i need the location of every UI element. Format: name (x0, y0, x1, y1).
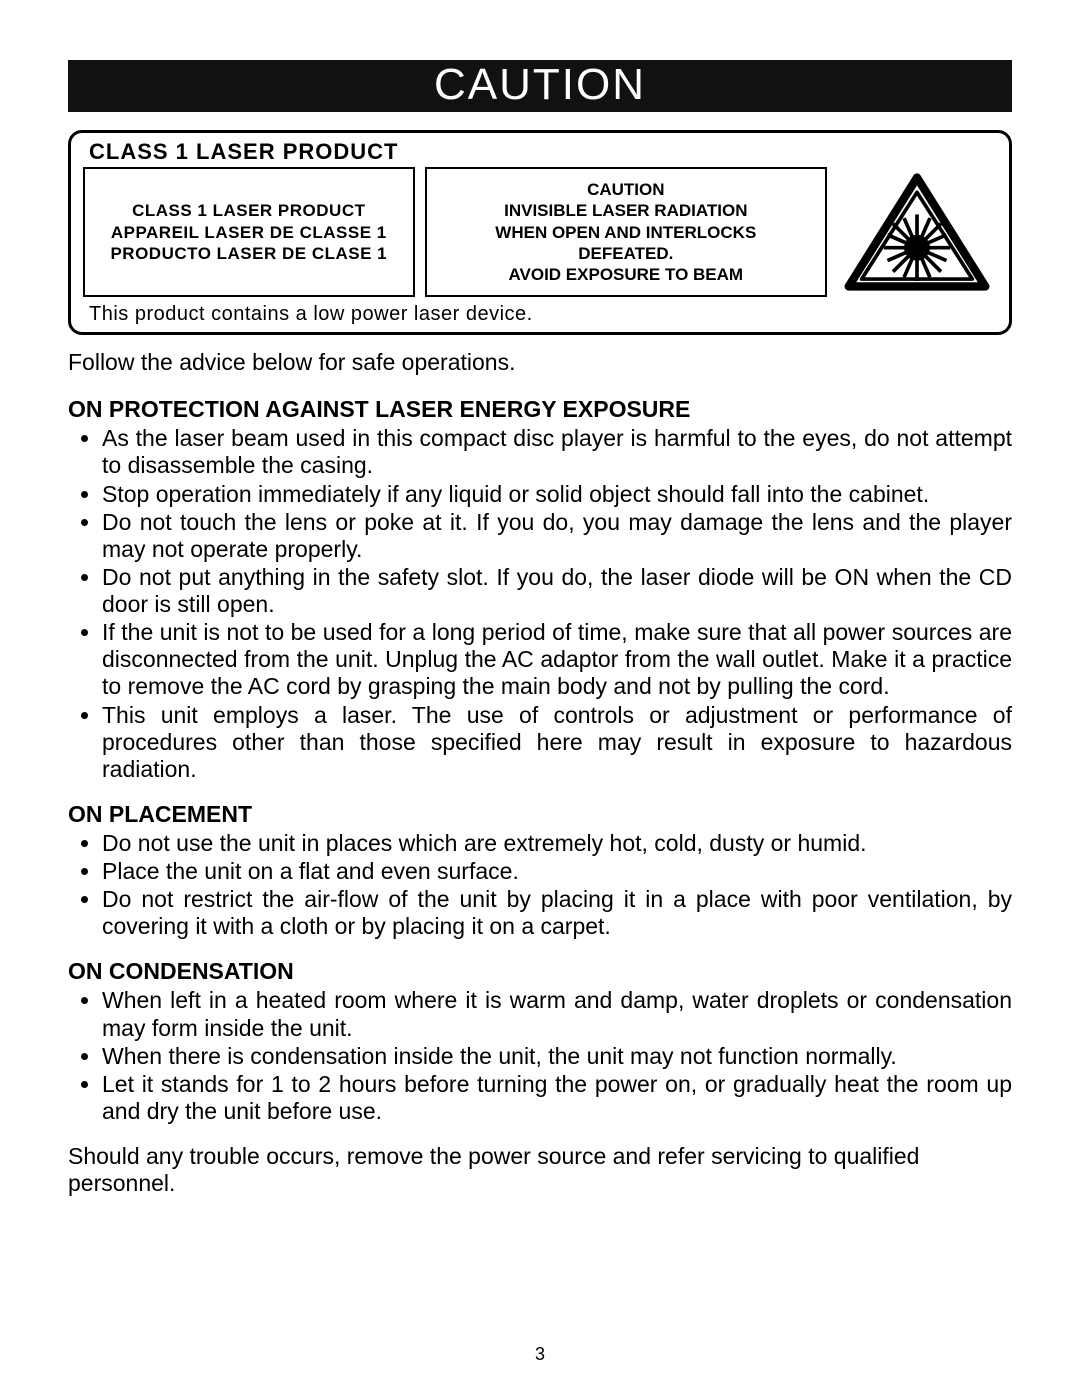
laser-label-mid: CAUTION INVISIBLE LASER RADIATION WHEN O… (425, 167, 827, 297)
list-item: Do not put anything in the safety slot. … (102, 564, 1012, 618)
sections: ON PROTECTION AGAINST LASER ENERGY EXPOS… (68, 396, 1012, 1125)
page-number: 3 (0, 1344, 1080, 1365)
list-item: Let it stands for 1 to 2 hours before tu… (102, 1071, 1012, 1125)
closing-text: Should any trouble occurs, remove the po… (68, 1143, 1012, 1197)
laser-label-row: CLASS 1 LASER PRODUCT APPAREIL LASER DE … (83, 167, 997, 297)
bullet-list: As the laser beam used in this compact d… (68, 425, 1012, 783)
list-item: This unit employs a laser. The use of co… (102, 702, 1012, 783)
page: CAUTION CLASS 1 LASER PRODUCT CLASS 1 LA… (0, 0, 1080, 1397)
laser-label-header: CLASS 1 LASER PRODUCT (89, 139, 997, 165)
laser-label-box: CLASS 1 LASER PRODUCT CLASS 1 LASER PROD… (68, 130, 1012, 335)
laser-warning-icon (837, 167, 997, 297)
section-title: ON CONDENSATION (68, 958, 1012, 985)
laser-label-footer: This product contains a low power laser … (89, 303, 997, 326)
list-item: Place the unit on a flat and even surfac… (102, 858, 1012, 885)
list-item: As the laser beam used in this compact d… (102, 425, 1012, 479)
bullet-list: Do not use the unit in places which are … (68, 830, 1012, 941)
list-item: Stop operation immediately if any liquid… (102, 481, 1012, 508)
intro-text: Follow the advice below for safe operati… (68, 349, 1012, 376)
section-title: ON PROTECTION AGAINST LASER ENERGY EXPOS… (68, 396, 1012, 423)
laser-label-left: CLASS 1 LASER PRODUCT APPAREIL LASER DE … (83, 167, 415, 297)
laser-triangle-icon (842, 172, 992, 292)
section-title: ON PLACEMENT (68, 801, 1012, 828)
list-item: Do not restrict the air-flow of the unit… (102, 886, 1012, 940)
list-item: When left in a heated room where it is w… (102, 987, 1012, 1041)
bullet-list: When left in a heated room where it is w… (68, 987, 1012, 1125)
caution-banner: CAUTION (68, 60, 1012, 112)
list-item: If the unit is not to be used for a long… (102, 619, 1012, 700)
list-item: Do not touch the lens or poke at it. If … (102, 509, 1012, 563)
list-item: When there is condensation inside the un… (102, 1043, 1012, 1070)
list-item: Do not use the unit in places which are … (102, 830, 1012, 857)
